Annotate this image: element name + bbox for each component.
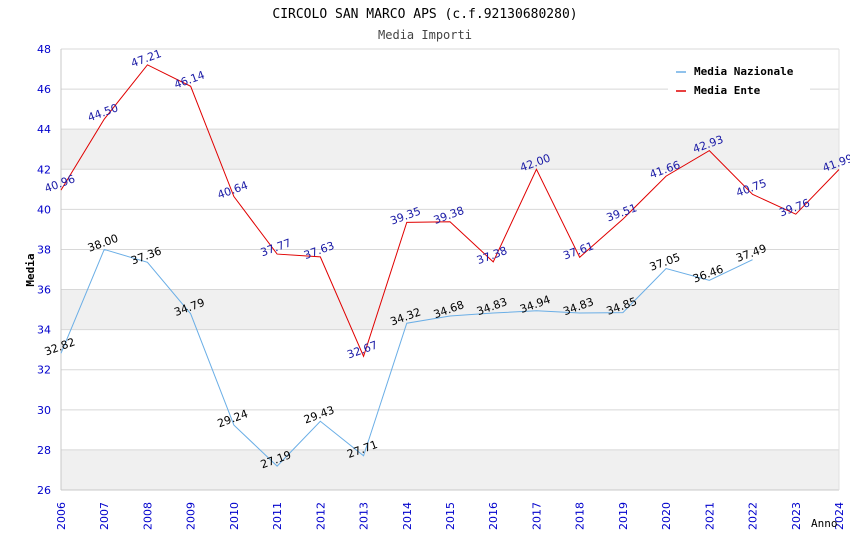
series-lines xyxy=(60,64,840,467)
x-tick-label: 2022 xyxy=(747,502,760,530)
x-tick-label: 2011 xyxy=(271,502,284,530)
x-tick-labels: 2006 2007 2008 2009 2010 2011 2012 2013 2014 2015… xyxy=(55,502,846,530)
grid-bands xyxy=(61,129,839,490)
x-tick-label: 2020 xyxy=(660,502,673,530)
x-tick-label: 2019 xyxy=(617,502,630,530)
data-label: 39.35 xyxy=(389,205,423,228)
x-tick-label: 2023 xyxy=(790,502,803,530)
legend-box xyxy=(668,60,810,102)
y-tick-label: 44 xyxy=(37,123,51,136)
legend-label-media-ente: Media Ente xyxy=(694,84,761,97)
grid-band xyxy=(61,449,839,490)
data-labels: 32.8238.0037.3634.7929.2427.1929.4327.71… xyxy=(43,47,850,471)
y-tick-label: 32 xyxy=(37,364,51,377)
y-tick-label: 48 xyxy=(37,43,51,56)
y-tick-label: 26 xyxy=(37,484,51,497)
x-tick-label: 2012 xyxy=(314,502,327,530)
y-tick-label: 38 xyxy=(37,243,51,256)
data-label: 37.38 xyxy=(475,244,509,267)
series-line-media-ente xyxy=(60,64,840,358)
y-tick-label: 40 xyxy=(37,203,51,216)
data-label: 37.36 xyxy=(129,244,163,267)
x-tick-label: 2008 xyxy=(141,502,154,530)
grid-band xyxy=(61,289,839,330)
x-tick-label: 2021 xyxy=(703,502,716,530)
grid-lines xyxy=(61,48,839,491)
x-tick-label: 2017 xyxy=(530,502,543,530)
data-label: 37.61 xyxy=(561,239,595,262)
x-tick-label: 2015 xyxy=(444,502,457,530)
grid-band xyxy=(61,129,839,170)
x-tick-label: 2018 xyxy=(574,502,587,530)
x-axis-label: Anno xyxy=(811,517,838,530)
y-tick-labels: 26 28 30 32 34 36 38 40 42 44 46 48 xyxy=(37,43,51,497)
chart-subtitle: Media Importi xyxy=(378,28,472,42)
x-tick-label: 2006 xyxy=(55,502,68,530)
x-tick-label: 2014 xyxy=(401,502,414,530)
y-tick-label: 36 xyxy=(37,284,51,297)
y-tick-label: 34 xyxy=(37,324,51,337)
x-tick-label: 2024 xyxy=(833,502,846,530)
legend-label-media-nazionale: Media Nazionale xyxy=(694,65,794,78)
chart-title: CIRCOLO SAN MARCO APS (c.f.92130680280) xyxy=(272,7,577,22)
data-label: 32.67 xyxy=(345,339,379,362)
data-label: 39.51 xyxy=(605,201,639,224)
legend: Media Nazionale Media Ente xyxy=(668,60,810,102)
x-tick-label: 2007 xyxy=(98,502,111,530)
data-label: 40.64 xyxy=(216,179,250,202)
data-label: 29.24 xyxy=(216,407,250,430)
data-label: 40.75 xyxy=(734,177,768,200)
series-line-media-nazionale xyxy=(60,248,753,467)
x-tick-label: 2010 xyxy=(228,502,241,530)
x-tick-label: 2009 xyxy=(185,502,198,530)
y-tick-label: 46 xyxy=(37,83,51,96)
y-tick-label: 30 xyxy=(37,404,51,417)
data-label: 39.38 xyxy=(432,204,466,227)
data-label: 39.76 xyxy=(778,196,812,219)
x-tick-label: 2013 xyxy=(358,502,371,530)
data-label: 32.82 xyxy=(43,336,77,359)
y-tick-label: 28 xyxy=(37,444,51,457)
y-axis-label: Media xyxy=(24,253,37,286)
axes xyxy=(60,49,840,491)
data-label: 37.77 xyxy=(259,236,293,259)
data-label: 37.63 xyxy=(302,239,336,262)
y-tick-label: 42 xyxy=(37,163,51,176)
data-label: 36.46 xyxy=(691,263,725,286)
x-tick-label: 2016 xyxy=(487,502,500,530)
data-label: 37.49 xyxy=(734,242,768,265)
data-label: 46.14 xyxy=(172,69,206,92)
